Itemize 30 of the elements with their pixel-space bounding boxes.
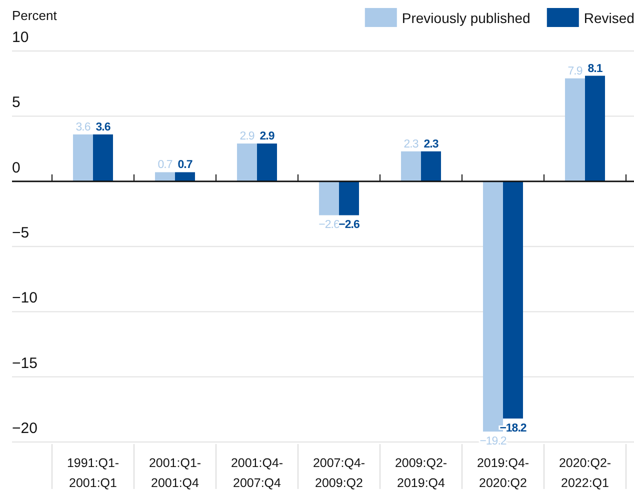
y-tick-label: −15	[12, 354, 38, 372]
y-tick-label: 5	[12, 94, 20, 112]
x-tick-label: 2020:Q2-2022:Q1	[558, 456, 612, 490]
x-tick-label: 2007:Q4-2009:Q2	[312, 456, 366, 490]
x-tick-label: 2019:Q4-2020:Q2	[476, 456, 530, 490]
y-tick-label: 0	[12, 159, 20, 176]
y-tick-label: 10	[12, 29, 29, 46]
data-label: 2.3	[424, 138, 438, 150]
data-label: 2.9	[240, 130, 254, 143]
legend-label: Previously published	[402, 10, 530, 26]
data-label: 7.9	[568, 65, 582, 78]
y-tick-label: −20	[12, 420, 38, 437]
data-label: 3.6	[96, 121, 110, 134]
data-label: 0.7	[178, 159, 192, 172]
x-tick-label: 2001:Q4-2007:Q4	[230, 456, 284, 490]
data-label: −19.2	[480, 436, 506, 448]
data-label: 0.7	[158, 159, 172, 172]
y-axis-title: Percent	[12, 8, 58, 23]
x-tick-label: 2001:Q1-2001:Q4	[148, 456, 202, 490]
x-tick-label: 1991:Q1-2001:Q1	[66, 456, 120, 490]
data-label: −18.2	[500, 422, 526, 435]
x-tick-label: 2009:Q2-2019:Q4	[394, 456, 448, 490]
legend-label: Revised	[584, 10, 634, 26]
data-label: 3.6	[76, 121, 90, 134]
data-label: −2.6	[338, 219, 360, 232]
data-label: 2.3	[404, 138, 418, 150]
y-tick-label: −10	[12, 290, 38, 307]
data-label: 2.9	[260, 130, 274, 143]
data-label: 8.1	[588, 62, 604, 75]
y-tick-label: −5	[12, 224, 30, 242]
